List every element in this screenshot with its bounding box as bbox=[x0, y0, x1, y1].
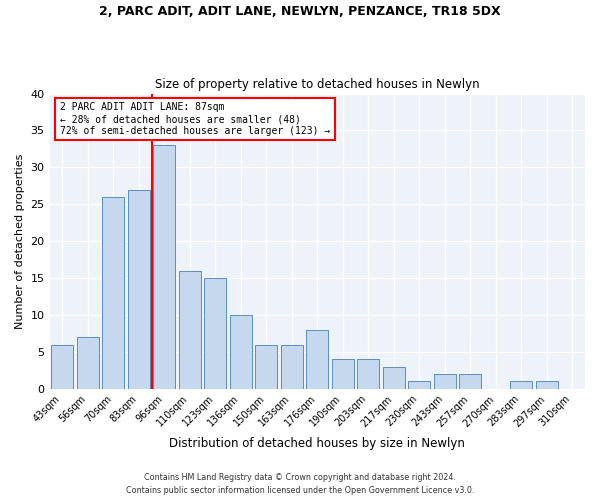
Bar bbox=[128, 190, 149, 389]
X-axis label: Distribution of detached houses by size in Newlyn: Distribution of detached houses by size … bbox=[169, 437, 465, 450]
Bar bbox=[332, 360, 353, 389]
Bar bbox=[103, 197, 124, 389]
Bar bbox=[383, 366, 404, 389]
Bar bbox=[256, 344, 277, 389]
Title: Size of property relative to detached houses in Newlyn: Size of property relative to detached ho… bbox=[155, 78, 479, 91]
Bar bbox=[409, 382, 430, 389]
Bar bbox=[179, 270, 200, 389]
Bar bbox=[307, 330, 328, 389]
Bar bbox=[281, 344, 302, 389]
Text: 2, PARC ADIT, ADIT LANE, NEWLYN, PENZANCE, TR18 5DX: 2, PARC ADIT, ADIT LANE, NEWLYN, PENZANC… bbox=[99, 5, 501, 18]
Bar bbox=[52, 344, 73, 389]
Bar bbox=[434, 374, 455, 389]
Y-axis label: Number of detached properties: Number of detached properties bbox=[15, 154, 25, 329]
Bar bbox=[511, 382, 532, 389]
Bar bbox=[230, 315, 251, 389]
Bar bbox=[460, 374, 481, 389]
Text: Contains HM Land Registry data © Crown copyright and database right 2024.
Contai: Contains HM Land Registry data © Crown c… bbox=[126, 474, 474, 495]
Bar bbox=[358, 360, 379, 389]
Bar bbox=[205, 278, 226, 389]
Bar bbox=[536, 382, 557, 389]
Bar bbox=[77, 337, 98, 389]
Text: 2 PARC ADIT ADIT LANE: 87sqm
← 28% of detached houses are smaller (48)
72% of se: 2 PARC ADIT ADIT LANE: 87sqm ← 28% of de… bbox=[60, 102, 331, 136]
Bar bbox=[154, 145, 175, 389]
